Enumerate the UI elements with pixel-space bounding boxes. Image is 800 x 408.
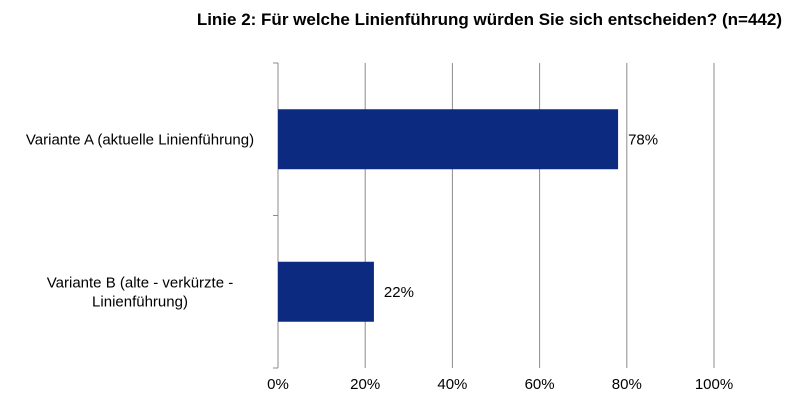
bar xyxy=(278,261,374,322)
x-tick-labels: 0% 20% 40% 60% 80% 100% xyxy=(267,376,733,393)
x-tick-label: 0% xyxy=(267,376,289,393)
category-label-line: Variante A (aktuelle Linienführung) xyxy=(26,131,254,148)
category-label-line: Linienführung) xyxy=(92,293,188,310)
data-labels: 78% 22% xyxy=(384,131,658,301)
x-tick-label: 100% xyxy=(695,376,733,393)
x-tick-label: 80% xyxy=(612,376,642,393)
data-label: 22% xyxy=(384,284,414,301)
category-labels: Variante A (aktuelle Linienführung) Varia… xyxy=(26,131,254,310)
x-tick-label: 40% xyxy=(437,376,467,393)
category-label-line: Variante B (alte - verkürzte - xyxy=(47,274,233,291)
data-label: 78% xyxy=(628,131,658,148)
axes xyxy=(273,62,279,369)
category-label: Variante B (alte - verkürzte - Linienführ… xyxy=(47,274,233,310)
x-tick-label: 60% xyxy=(525,376,555,393)
gridlines xyxy=(364,63,715,368)
category-label: Variante A (aktuelle Linienführung) xyxy=(26,131,254,148)
bars xyxy=(278,109,619,322)
bar xyxy=(278,109,619,170)
chart-title: Linie 2: Für welche Linienführung würden… xyxy=(196,10,782,29)
x-tick-label: 20% xyxy=(350,376,380,393)
